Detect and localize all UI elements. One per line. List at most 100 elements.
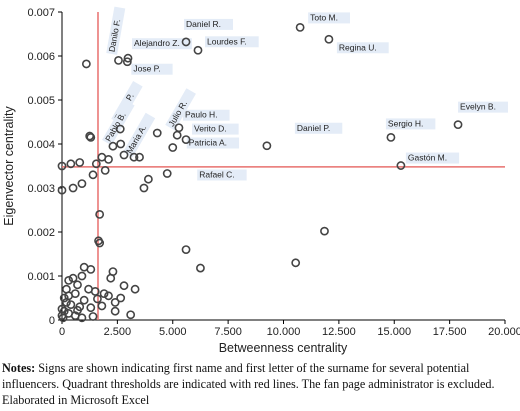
point <box>119 150 129 160</box>
point-label: Gastón M. <box>408 153 447 163</box>
point-label-group: Maria A. <box>123 112 156 158</box>
point <box>174 123 184 133</box>
point <box>295 22 305 32</box>
label-box <box>385 118 436 130</box>
point <box>68 183 78 193</box>
point <box>81 59 91 69</box>
x-axis-title: Betweenness centrality <box>219 341 348 355</box>
point-labels: Toto M. Regina U. Daniel R. Lourdes F. Danil… <box>102 6 508 181</box>
y-tick-label: 0.006 <box>27 51 55 63</box>
point <box>57 185 67 195</box>
y-axis-title: Eigenvector centrality <box>2 106 16 226</box>
notes-text: Signs are shown indicating first name an… <box>2 361 495 407</box>
point-label-group: Danilo F. <box>106 6 126 55</box>
point <box>181 135 191 144</box>
point <box>108 267 118 276</box>
point <box>152 128 162 138</box>
y-tick-label: 0.001 <box>27 271 55 283</box>
point <box>86 303 96 313</box>
x-tick-label: 15.000 <box>377 326 411 338</box>
label-box <box>102 99 135 146</box>
point <box>262 141 272 151</box>
label-box <box>106 6 126 55</box>
chart: Betweenness centrality Eigenvector centr… <box>2 6 520 355</box>
point <box>116 293 126 303</box>
label-box <box>205 36 259 48</box>
point-label-group: Lourdes F. <box>205 36 259 48</box>
point-label: Toto M. <box>310 12 338 22</box>
y-tick-label: 0.003 <box>27 183 55 195</box>
point-label: Alejandro Z. <box>134 38 180 48</box>
point <box>129 152 139 162</box>
point <box>77 179 87 188</box>
point <box>95 209 105 219</box>
point <box>104 291 113 301</box>
point <box>57 311 67 320</box>
y-tick-label: 0.005 <box>27 95 55 107</box>
point <box>95 238 105 248</box>
x-tick-label: 7.500 <box>214 326 242 338</box>
point <box>68 273 78 283</box>
point <box>66 300 76 309</box>
point <box>77 271 87 281</box>
point <box>181 37 191 47</box>
point-label-group: Alejandro Z. <box>132 38 192 50</box>
label-box <box>123 112 156 158</box>
point-label: Jose P. <box>133 64 160 74</box>
point <box>104 154 113 164</box>
point-label: Paulo H. <box>185 110 218 120</box>
point <box>143 174 153 184</box>
point <box>168 143 178 152</box>
label-box <box>294 122 343 134</box>
point <box>139 183 149 193</box>
point <box>66 159 76 169</box>
label-box <box>182 109 230 121</box>
point <box>57 161 67 171</box>
point <box>62 297 71 307</box>
point-label-group: Patricia A. <box>186 137 240 149</box>
point <box>100 165 110 175</box>
label-box <box>197 169 247 181</box>
point <box>181 245 191 254</box>
point <box>97 301 107 311</box>
point <box>126 310 136 320</box>
x-tick-label: 12.500 <box>322 326 356 338</box>
label-box <box>186 137 240 149</box>
point <box>172 130 182 140</box>
point-label-group: Gastón M. <box>405 152 460 164</box>
point <box>135 152 144 162</box>
point-label-group: Jose P. <box>131 63 173 75</box>
point <box>196 263 205 273</box>
notes-label: Notes: <box>2 361 36 375</box>
point-label: Verito D. <box>194 124 227 134</box>
point-label: Patricia A. <box>189 138 227 148</box>
point <box>324 34 334 44</box>
label-box <box>336 42 389 54</box>
label-box <box>192 123 239 135</box>
point <box>88 170 98 180</box>
y-tick-label: 0.002 <box>27 227 55 239</box>
point <box>93 294 102 304</box>
point-label-group: Daniel P. <box>294 122 343 134</box>
point <box>73 305 82 315</box>
point <box>110 297 120 307</box>
point <box>110 306 120 316</box>
label-box <box>405 152 460 164</box>
point <box>291 258 301 268</box>
label-box <box>308 12 350 24</box>
point <box>75 158 85 167</box>
label-box <box>131 63 173 75</box>
x-tick-label: 20.000 <box>488 326 520 338</box>
label-box <box>184 18 234 30</box>
point <box>162 169 172 178</box>
point <box>119 281 129 291</box>
point-label-group: Daniel R. <box>184 18 234 30</box>
point <box>59 293 69 303</box>
point <box>386 132 396 142</box>
label-box <box>458 101 508 113</box>
point <box>116 139 126 149</box>
point <box>62 284 71 294</box>
y-tick-label: 0.004 <box>27 139 55 151</box>
x-tick-label: 10.000 <box>267 326 301 338</box>
